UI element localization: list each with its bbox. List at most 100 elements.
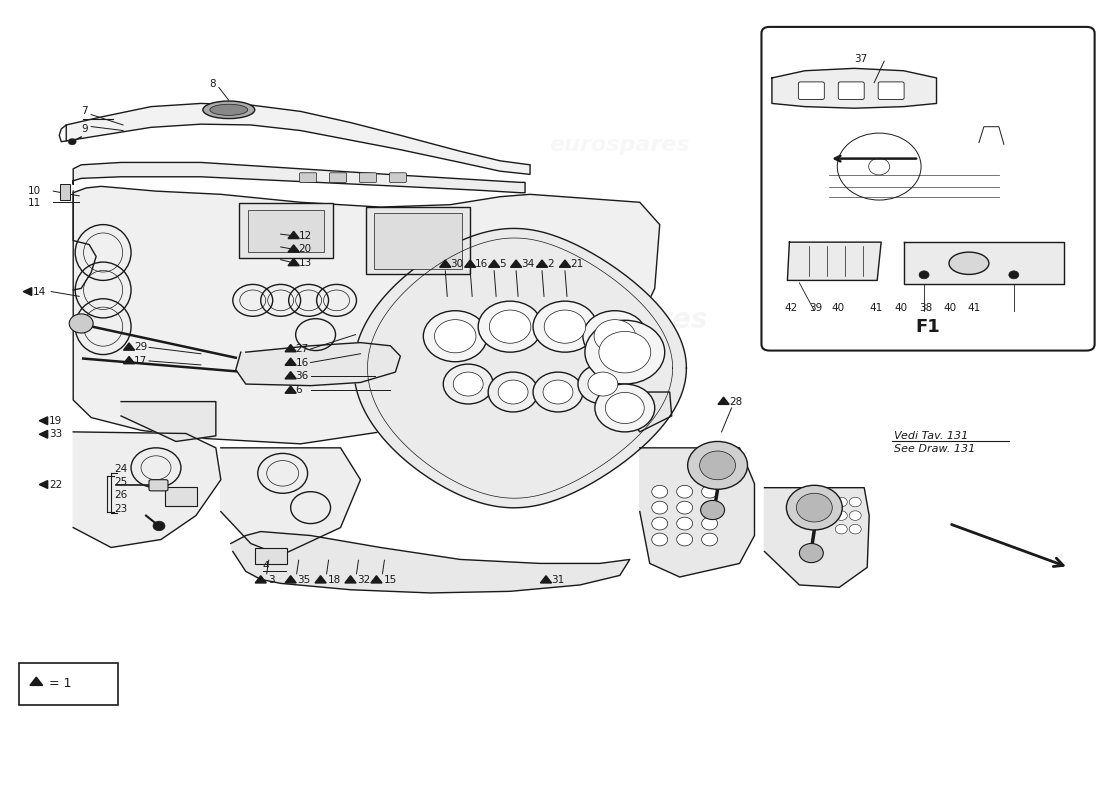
Circle shape (849, 511, 861, 520)
Text: 40: 40 (832, 303, 845, 314)
Text: 23: 23 (114, 504, 128, 514)
Text: 18: 18 (328, 575, 341, 585)
Polygon shape (74, 432, 221, 547)
Polygon shape (488, 260, 499, 267)
Text: 34: 34 (521, 259, 535, 270)
Text: 28: 28 (729, 397, 743, 406)
FancyBboxPatch shape (60, 184, 70, 200)
Circle shape (701, 501, 725, 519)
Circle shape (598, 331, 651, 373)
FancyBboxPatch shape (248, 210, 323, 252)
Circle shape (835, 498, 847, 507)
Polygon shape (788, 242, 881, 281)
Text: 36: 36 (296, 371, 309, 381)
Text: 25: 25 (114, 477, 128, 487)
Text: 8: 8 (209, 79, 216, 90)
Circle shape (490, 310, 531, 343)
Circle shape (702, 486, 717, 498)
Text: 2: 2 (547, 259, 553, 270)
Polygon shape (66, 103, 530, 174)
Text: 4: 4 (263, 561, 270, 571)
Circle shape (583, 310, 647, 362)
Text: 40: 40 (894, 303, 908, 314)
Text: 31: 31 (551, 575, 564, 585)
Circle shape (676, 486, 693, 498)
Text: 33: 33 (50, 430, 63, 439)
Polygon shape (255, 576, 266, 583)
Circle shape (1009, 271, 1019, 279)
Text: 30: 30 (450, 259, 463, 270)
Circle shape (796, 494, 833, 522)
Polygon shape (345, 576, 356, 583)
Polygon shape (285, 386, 296, 394)
Text: = 1: = 1 (50, 678, 72, 690)
Polygon shape (560, 260, 571, 267)
Circle shape (69, 314, 94, 333)
Circle shape (544, 310, 585, 343)
Circle shape (443, 364, 493, 404)
Polygon shape (231, 531, 630, 593)
Polygon shape (288, 258, 299, 266)
Polygon shape (288, 245, 299, 252)
Polygon shape (221, 448, 361, 555)
Circle shape (835, 524, 847, 534)
Text: 12: 12 (298, 230, 312, 241)
Circle shape (920, 271, 929, 279)
Polygon shape (123, 357, 134, 364)
Circle shape (153, 521, 165, 530)
Circle shape (676, 517, 693, 530)
Circle shape (786, 486, 843, 530)
Text: 26: 26 (114, 490, 128, 500)
Text: 27: 27 (296, 344, 309, 354)
Polygon shape (40, 430, 47, 438)
Text: eurospares: eurospares (173, 306, 349, 334)
Text: 16: 16 (296, 358, 309, 367)
Circle shape (849, 524, 861, 534)
FancyBboxPatch shape (239, 203, 332, 258)
Circle shape (543, 380, 573, 404)
FancyBboxPatch shape (761, 27, 1094, 350)
FancyBboxPatch shape (20, 663, 118, 705)
Polygon shape (285, 358, 296, 366)
Text: eurospares: eurospares (532, 306, 707, 334)
FancyBboxPatch shape (299, 173, 317, 182)
Text: 10: 10 (28, 186, 41, 196)
Text: 14: 14 (33, 286, 46, 297)
Polygon shape (464, 260, 476, 267)
Circle shape (800, 543, 823, 562)
Polygon shape (40, 417, 47, 425)
Text: 19: 19 (50, 416, 63, 426)
Text: 32: 32 (358, 575, 371, 585)
Circle shape (676, 533, 693, 546)
Polygon shape (904, 242, 1064, 285)
Polygon shape (288, 231, 299, 238)
Polygon shape (23, 288, 32, 295)
Ellipse shape (202, 101, 255, 118)
FancyBboxPatch shape (330, 173, 346, 182)
Polygon shape (718, 397, 729, 404)
Text: 5: 5 (499, 259, 506, 270)
Circle shape (594, 320, 636, 353)
Circle shape (651, 502, 668, 514)
Circle shape (651, 533, 668, 546)
Polygon shape (315, 576, 327, 583)
Circle shape (849, 498, 861, 507)
Text: 35: 35 (298, 575, 311, 585)
Circle shape (835, 511, 847, 520)
FancyBboxPatch shape (374, 214, 462, 270)
Circle shape (702, 502, 717, 514)
Polygon shape (628, 392, 672, 432)
Circle shape (534, 301, 597, 352)
Polygon shape (74, 186, 660, 444)
Text: 17: 17 (134, 356, 147, 366)
FancyBboxPatch shape (165, 487, 197, 506)
Circle shape (488, 372, 538, 412)
Text: 7: 7 (81, 106, 88, 117)
Text: 20: 20 (298, 244, 311, 254)
Circle shape (498, 380, 528, 404)
Circle shape (478, 301, 542, 352)
Polygon shape (285, 372, 296, 379)
Text: Vedi Tav. 131: Vedi Tav. 131 (894, 431, 968, 441)
Polygon shape (354, 229, 686, 508)
Polygon shape (235, 342, 400, 386)
